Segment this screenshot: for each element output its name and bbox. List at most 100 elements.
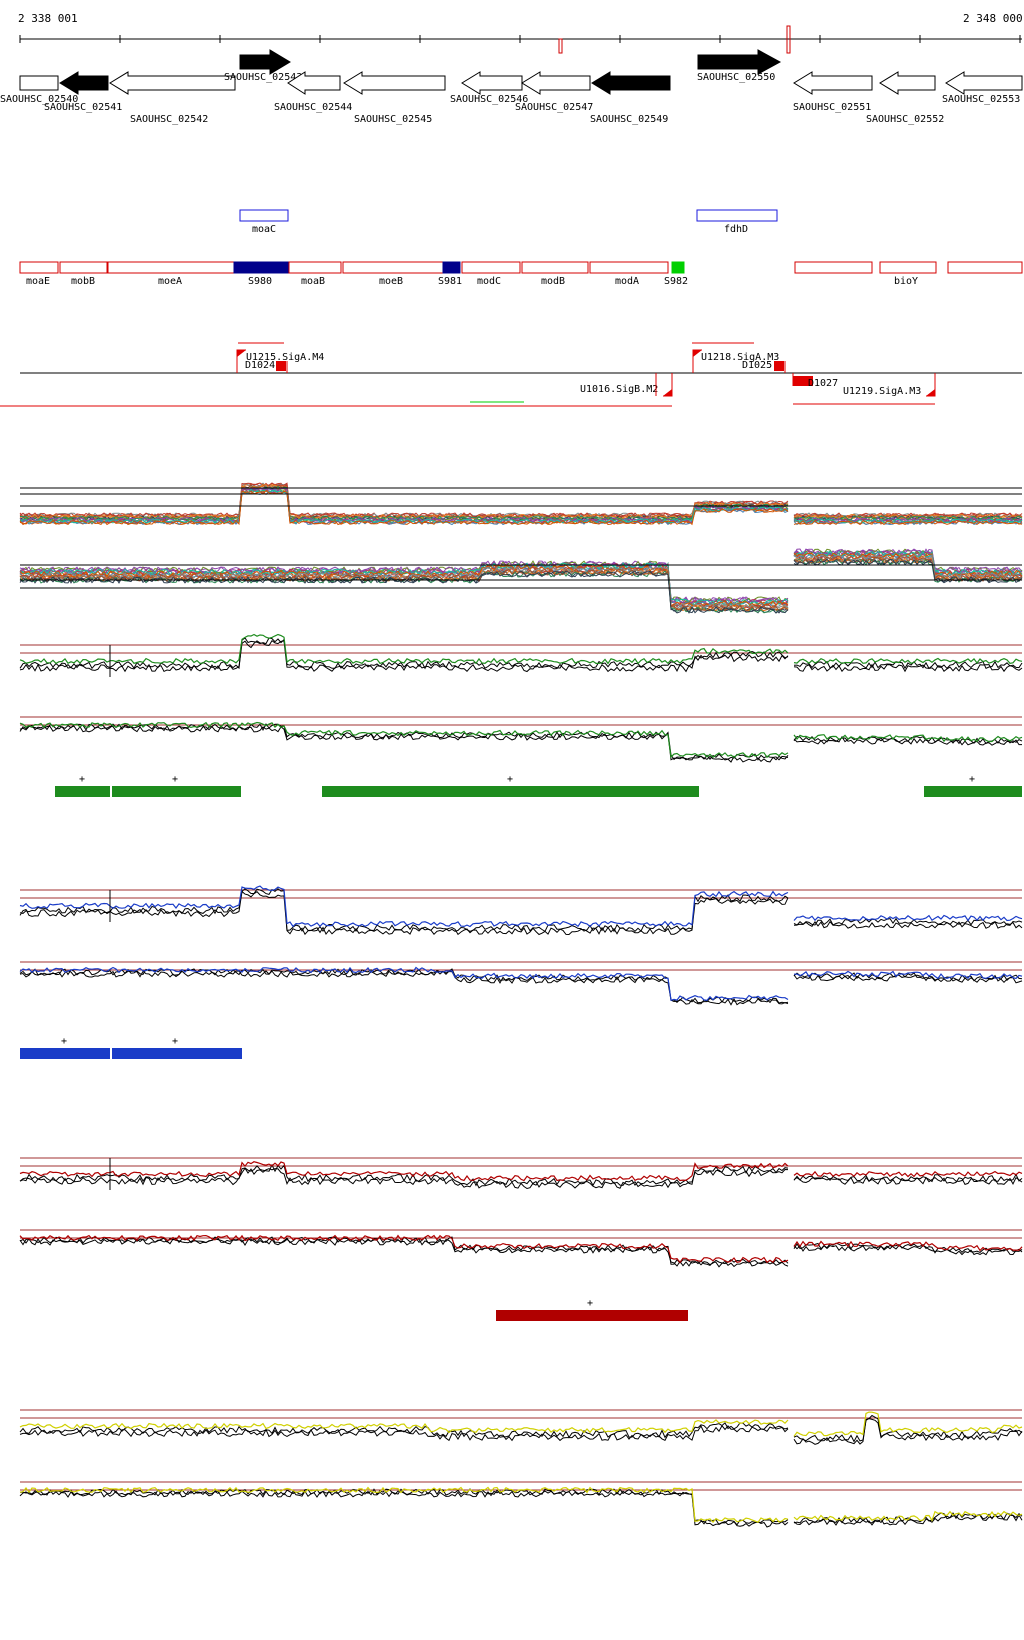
segment-mark: + <box>61 1036 67 1047</box>
gene-label: SAOUHSC_02550 <box>697 72 775 83</box>
ruler-end-label: 2 348 000 <box>963 12 1023 25</box>
annotation-label: moeB <box>379 276 403 287</box>
trace-line <box>19 1167 1023 1190</box>
annotation-box[interactable] <box>288 261 342 274</box>
promoter-U1215[interactable]: U1215.SigA.M4 <box>236 349 324 373</box>
trace-line <box>19 548 1023 604</box>
gene-label: SAOUHSC_02541 <box>44 102 122 113</box>
trace-line <box>19 966 1023 1002</box>
segment-green[interactable]: + <box>55 774 110 797</box>
annotation-label: bioY <box>894 276 918 287</box>
promoter-label: U1016.SigB.M2 <box>580 384 658 395</box>
promoter-label: U1215.SigA.M4 <box>246 352 324 363</box>
segment-blue[interactable]: + <box>20 1036 110 1059</box>
gene-SAOUHSC_02542[interactable]: SAOUHSC_02542 <box>109 71 236 125</box>
ruler-ticks <box>19 35 1021 43</box>
annotation-label: S981 <box>438 276 462 287</box>
gene-label: SAOUHSC_02545 <box>354 114 432 125</box>
segment-red[interactable]: + <box>496 1298 688 1321</box>
gene-SAOUHSC_02546[interactable]: SAOUHSC_02546 <box>450 71 528 105</box>
annotation-box[interactable] <box>19 261 59 274</box>
promoter-U1016[interactable]: U1016.SigB.M2 <box>0 373 673 407</box>
trace-line <box>19 885 1023 928</box>
annotation-box[interactable] <box>947 261 1023 274</box>
terminator-D1027[interactable]: D1027 <box>792 373 838 389</box>
gene-label: SAOUHSC_02551 <box>793 102 871 113</box>
gene-label: SAOUHSC_02544 <box>274 102 352 113</box>
gene-label: SAOUHSC_02546 <box>450 94 528 105</box>
ruler-marker <box>558 38 563 54</box>
annotation-label: modC <box>477 276 501 287</box>
annotation-label: modA <box>615 276 639 287</box>
annotation-label: S982 <box>664 276 688 287</box>
annotation-box-srna[interactable] <box>442 261 461 274</box>
segment-mark: + <box>172 774 178 785</box>
gene-SAOUHSC_02545[interactable]: SAOUHSC_02545 <box>343 71 446 125</box>
trace-line <box>19 723 1023 761</box>
gene-SAOUHSC_02553[interactable]: SAOUHSC_02553 <box>942 71 1023 105</box>
gene-SAOUHSC_02541[interactable]: SAOUHSC_02541 <box>44 71 122 113</box>
promoter-U1218[interactable]: U1218.SigA.M3 <box>692 349 779 373</box>
annotation-box[interactable] <box>589 261 669 274</box>
gene-label: SAOUHSC_02547 <box>515 102 593 113</box>
annotation-box-srna[interactable] <box>671 261 685 274</box>
terminator-label: D1024 <box>245 360 275 371</box>
gene-label: SAOUHSC_02543 <box>224 72 302 83</box>
trace-line <box>19 1490 1023 1528</box>
trace-line <box>19 1238 1023 1268</box>
gene-SAOUHSC_02550[interactable]: SAOUHSC_02550 <box>697 49 782 83</box>
annotation-label: moeA <box>158 276 182 287</box>
segment-mark: + <box>969 774 975 785</box>
gene-SAOUHSC_02544[interactable]: SAOUHSC_02544 <box>274 71 352 113</box>
terminator-label: D1025 <box>742 360 772 371</box>
annotation-box[interactable] <box>461 261 521 274</box>
trace-line <box>19 1411 1023 1437</box>
annotation-box[interactable] <box>342 261 444 274</box>
annotation-label: S980 <box>248 276 272 287</box>
trace-line <box>19 1161 1023 1182</box>
segment-blue[interactable]: + <box>112 1036 242 1059</box>
annotation-box[interactable] <box>107 261 235 274</box>
trace-line <box>19 1414 1023 1443</box>
segment-green[interactable]: + <box>112 774 241 797</box>
gene-track: SAOUHSC_02540 SAOUHSC_02541 SAOUHSC_0254… <box>0 49 1023 125</box>
trace-line <box>19 1234 1023 1264</box>
segment-green[interactable]: + <box>924 774 1022 797</box>
terminator-D1024[interactable]: D1024 <box>245 360 288 373</box>
promoter-U1219[interactable]: U1219.SigA.M3 <box>793 373 936 405</box>
annotation-label: mobB <box>71 276 95 287</box>
trace-line <box>19 490 1023 526</box>
segment-mark: + <box>79 774 85 785</box>
terminator-D1025[interactable]: D1025 <box>742 360 786 373</box>
annotation-label: modB <box>541 276 565 287</box>
gene-SAOUHSC_02540[interactable]: SAOUHSC_02540 <box>0 75 78 105</box>
feature-box-fdhD[interactable] <box>696 209 778 222</box>
promoter-label: U1219.SigA.M3 <box>843 386 921 397</box>
segment-green[interactable]: + <box>322 774 699 797</box>
gene-SAOUHSC_02543[interactable]: SAOUHSC_02543 <box>224 49 302 83</box>
trace-line <box>19 970 1023 1006</box>
annotation-box-srna[interactable] <box>233 261 290 274</box>
annotation-box[interactable] <box>879 261 937 274</box>
feature-box-moaC[interactable] <box>239 209 289 222</box>
ruler-marker <box>786 25 791 54</box>
ruler-start-label: 2 338 001 <box>18 12 78 25</box>
gene-label: SAOUHSC_02553 <box>942 94 1020 105</box>
trace-line <box>19 558 1023 614</box>
trace-line <box>19 482 1023 518</box>
annotation-label: moaB <box>301 276 325 287</box>
annotation-box[interactable] <box>59 261 108 274</box>
gene-SAOUHSC_02552[interactable]: SAOUHSC_02552 <box>866 71 944 125</box>
gene-SAOUHSC_02551[interactable]: SAOUHSC_02551 <box>793 71 873 113</box>
trace-line <box>19 721 1023 759</box>
annotation-box[interactable] <box>794 261 873 274</box>
trace-line <box>19 1163 1023 1187</box>
gene-SAOUHSC_02549[interactable]: SAOUHSC_02549 <box>590 71 671 125</box>
trace-line <box>19 888 1023 933</box>
coordinate-ruler: 2 338 001 2 348 000 <box>18 12 1023 54</box>
gene-SAOUHSC_02547[interactable]: SAOUHSC_02547 <box>515 71 593 113</box>
annotation-label: moaE <box>26 276 50 287</box>
annotation-box[interactable] <box>521 261 589 274</box>
segment-bars: + + + + + + + <box>20 774 1022 1321</box>
